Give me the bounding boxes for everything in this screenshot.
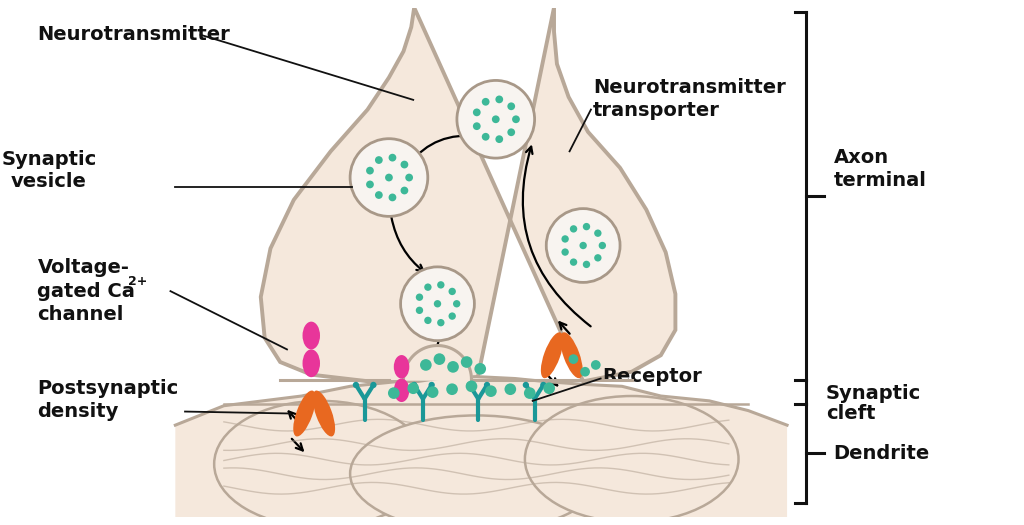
Polygon shape bbox=[261, 7, 676, 384]
Ellipse shape bbox=[302, 322, 321, 350]
Ellipse shape bbox=[302, 350, 321, 377]
Circle shape bbox=[507, 102, 515, 110]
Circle shape bbox=[507, 129, 515, 136]
Circle shape bbox=[449, 312, 456, 320]
Circle shape bbox=[594, 229, 601, 237]
Text: channel: channel bbox=[38, 305, 124, 324]
Circle shape bbox=[522, 382, 529, 388]
Circle shape bbox=[496, 135, 503, 143]
Circle shape bbox=[424, 284, 431, 291]
Ellipse shape bbox=[394, 379, 410, 402]
Circle shape bbox=[446, 383, 458, 395]
Circle shape bbox=[408, 382, 419, 394]
Circle shape bbox=[496, 96, 503, 103]
Circle shape bbox=[375, 191, 383, 199]
Circle shape bbox=[367, 167, 374, 174]
Ellipse shape bbox=[293, 391, 315, 436]
Circle shape bbox=[416, 307, 423, 314]
Text: Receptor: Receptor bbox=[602, 367, 702, 386]
Circle shape bbox=[353, 382, 359, 388]
Polygon shape bbox=[175, 376, 787, 518]
Circle shape bbox=[371, 382, 377, 388]
Circle shape bbox=[466, 381, 477, 392]
Circle shape bbox=[367, 181, 374, 188]
Circle shape bbox=[437, 319, 444, 327]
Circle shape bbox=[583, 261, 590, 268]
Circle shape bbox=[492, 116, 500, 123]
Circle shape bbox=[524, 387, 536, 399]
Circle shape bbox=[388, 387, 399, 399]
Circle shape bbox=[481, 98, 489, 106]
Circle shape bbox=[427, 386, 438, 398]
Text: gated Ca: gated Ca bbox=[38, 281, 135, 301]
Circle shape bbox=[541, 382, 547, 388]
Circle shape bbox=[388, 194, 396, 201]
Ellipse shape bbox=[312, 391, 335, 436]
Ellipse shape bbox=[525, 396, 738, 522]
Circle shape bbox=[561, 235, 568, 243]
Circle shape bbox=[385, 174, 393, 182]
Circle shape bbox=[461, 356, 472, 368]
Ellipse shape bbox=[541, 332, 563, 378]
Circle shape bbox=[580, 242, 587, 249]
Text: Neurotransmitter: Neurotransmitter bbox=[593, 78, 785, 97]
Circle shape bbox=[447, 361, 459, 373]
Text: Dendrite: Dendrite bbox=[834, 444, 930, 463]
Text: Synaptic
vesicle: Synaptic vesicle bbox=[1, 150, 96, 191]
Text: 2+: 2+ bbox=[128, 275, 147, 288]
Circle shape bbox=[466, 382, 473, 388]
Circle shape bbox=[428, 382, 435, 388]
Circle shape bbox=[512, 116, 520, 123]
Circle shape bbox=[474, 363, 486, 375]
Ellipse shape bbox=[394, 355, 410, 379]
Circle shape bbox=[570, 258, 578, 266]
Circle shape bbox=[434, 300, 441, 308]
Circle shape bbox=[594, 254, 601, 261]
Circle shape bbox=[411, 382, 418, 388]
Text: Postsynaptic: Postsynaptic bbox=[38, 379, 178, 398]
Circle shape bbox=[457, 80, 535, 158]
Circle shape bbox=[375, 156, 383, 164]
Circle shape bbox=[546, 208, 621, 282]
Circle shape bbox=[599, 242, 606, 249]
Circle shape bbox=[473, 122, 480, 130]
Circle shape bbox=[583, 223, 590, 230]
Circle shape bbox=[400, 161, 409, 169]
Circle shape bbox=[453, 300, 461, 308]
Text: Synaptic: Synaptic bbox=[826, 384, 922, 403]
Text: terminal: terminal bbox=[834, 171, 927, 190]
Text: density: density bbox=[38, 402, 119, 421]
Text: Axon: Axon bbox=[834, 148, 889, 166]
Circle shape bbox=[406, 174, 413, 182]
Ellipse shape bbox=[214, 401, 428, 525]
Circle shape bbox=[485, 385, 497, 397]
Circle shape bbox=[581, 367, 590, 376]
Circle shape bbox=[400, 186, 409, 194]
Circle shape bbox=[400, 267, 474, 341]
Ellipse shape bbox=[560, 332, 583, 378]
Circle shape bbox=[484, 382, 490, 388]
Text: Voltage-: Voltage- bbox=[38, 258, 129, 277]
Circle shape bbox=[433, 353, 445, 365]
Circle shape bbox=[544, 382, 555, 394]
Circle shape bbox=[568, 354, 579, 364]
Circle shape bbox=[416, 293, 423, 301]
Circle shape bbox=[473, 109, 480, 116]
Circle shape bbox=[350, 139, 428, 216]
Circle shape bbox=[561, 248, 568, 256]
Circle shape bbox=[591, 360, 601, 370]
Circle shape bbox=[449, 288, 456, 295]
Circle shape bbox=[481, 133, 489, 141]
Ellipse shape bbox=[350, 415, 602, 525]
Text: transporter: transporter bbox=[593, 101, 720, 120]
Circle shape bbox=[505, 383, 516, 395]
Circle shape bbox=[420, 359, 432, 371]
Text: cleft: cleft bbox=[826, 404, 876, 423]
Circle shape bbox=[437, 281, 444, 289]
Circle shape bbox=[388, 154, 396, 162]
Circle shape bbox=[570, 225, 578, 233]
Circle shape bbox=[424, 317, 431, 324]
Text: Neurotransmitter: Neurotransmitter bbox=[38, 25, 230, 44]
